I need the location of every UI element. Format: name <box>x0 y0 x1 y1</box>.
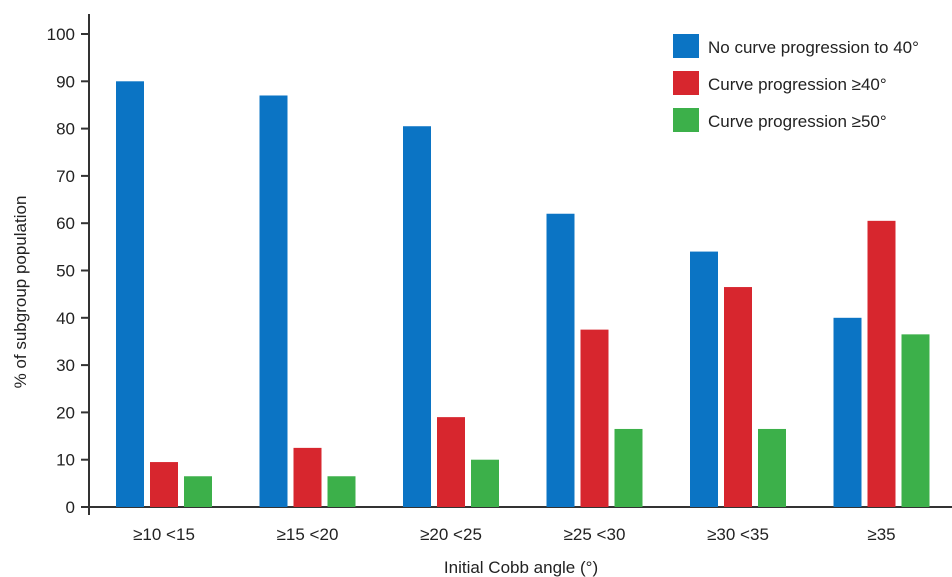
y-axis: 0 10 20 30 40 50 60 70 80 90 100 <box>47 14 90 517</box>
category-labels: ≥10 <15 ≥15 <20 ≥20 <25 ≥25 <30 ≥30 <35 ≥35 <box>133 525 896 544</box>
y-tick-label: 100 <box>47 25 75 44</box>
y-tick-label: 20 <box>56 403 75 422</box>
y-tick-label: 60 <box>56 214 75 233</box>
bar-progression-50 <box>327 476 356 507</box>
x-tick-label: ≥25 <30 <box>564 525 626 544</box>
bar-progression-40 <box>293 447 322 507</box>
bar-no-progression <box>259 95 288 508</box>
x-tick-label: ≥20 <25 <box>420 525 482 544</box>
x-axis-title: Initial Cobb angle (°) <box>444 558 598 577</box>
legend-label: Curve progression ≥50° <box>708 112 887 131</box>
legend-swatch <box>673 34 699 58</box>
bar-no-progression <box>116 81 144 508</box>
bar-progression-50 <box>901 334 930 507</box>
y-tick-label: 70 <box>56 167 75 186</box>
bar-progression-40 <box>580 329 609 507</box>
bar-no-progression <box>833 317 862 507</box>
bar-progression-50 <box>614 428 643 507</box>
bar-progression-50 <box>184 476 212 507</box>
legend-swatch <box>673 71 699 95</box>
bar-progression-40 <box>724 287 752 507</box>
y-axis-title: % of subgroup population <box>11 196 30 389</box>
bar-progression-40 <box>150 462 178 507</box>
y-tick-label: 80 <box>56 120 75 139</box>
x-tick-label: ≥35 <box>867 525 895 544</box>
bar-no-progression <box>403 126 431 508</box>
legend-label: No curve progression to 40° <box>708 38 919 57</box>
y-tick-label: 0 <box>66 498 75 517</box>
y-tick-label: 40 <box>56 309 75 328</box>
legend-swatch <box>673 108 699 132</box>
y-tick-label: 90 <box>56 72 75 91</box>
bar-progression-50 <box>758 428 786 507</box>
y-tick-label: 10 <box>56 451 75 470</box>
bar-progression-40 <box>867 220 896 507</box>
legend-label: Curve progression ≥40° <box>708 75 887 94</box>
legend: No curve progression to 40° Curve progres… <box>673 34 919 132</box>
x-tick-label: ≥30 <35 <box>707 525 769 544</box>
y-tick-label: 50 <box>56 262 75 281</box>
bar-progression-40 <box>437 417 465 507</box>
y-tick-label: 30 <box>56 356 75 375</box>
bars <box>116 81 930 508</box>
bar-progression-50 <box>471 459 499 507</box>
bar-no-progression <box>546 213 575 508</box>
x-tick-label: ≥10 <15 <box>133 525 195 544</box>
bar-no-progression <box>690 251 718 507</box>
x-tick-label: ≥15 <20 <box>277 525 339 544</box>
